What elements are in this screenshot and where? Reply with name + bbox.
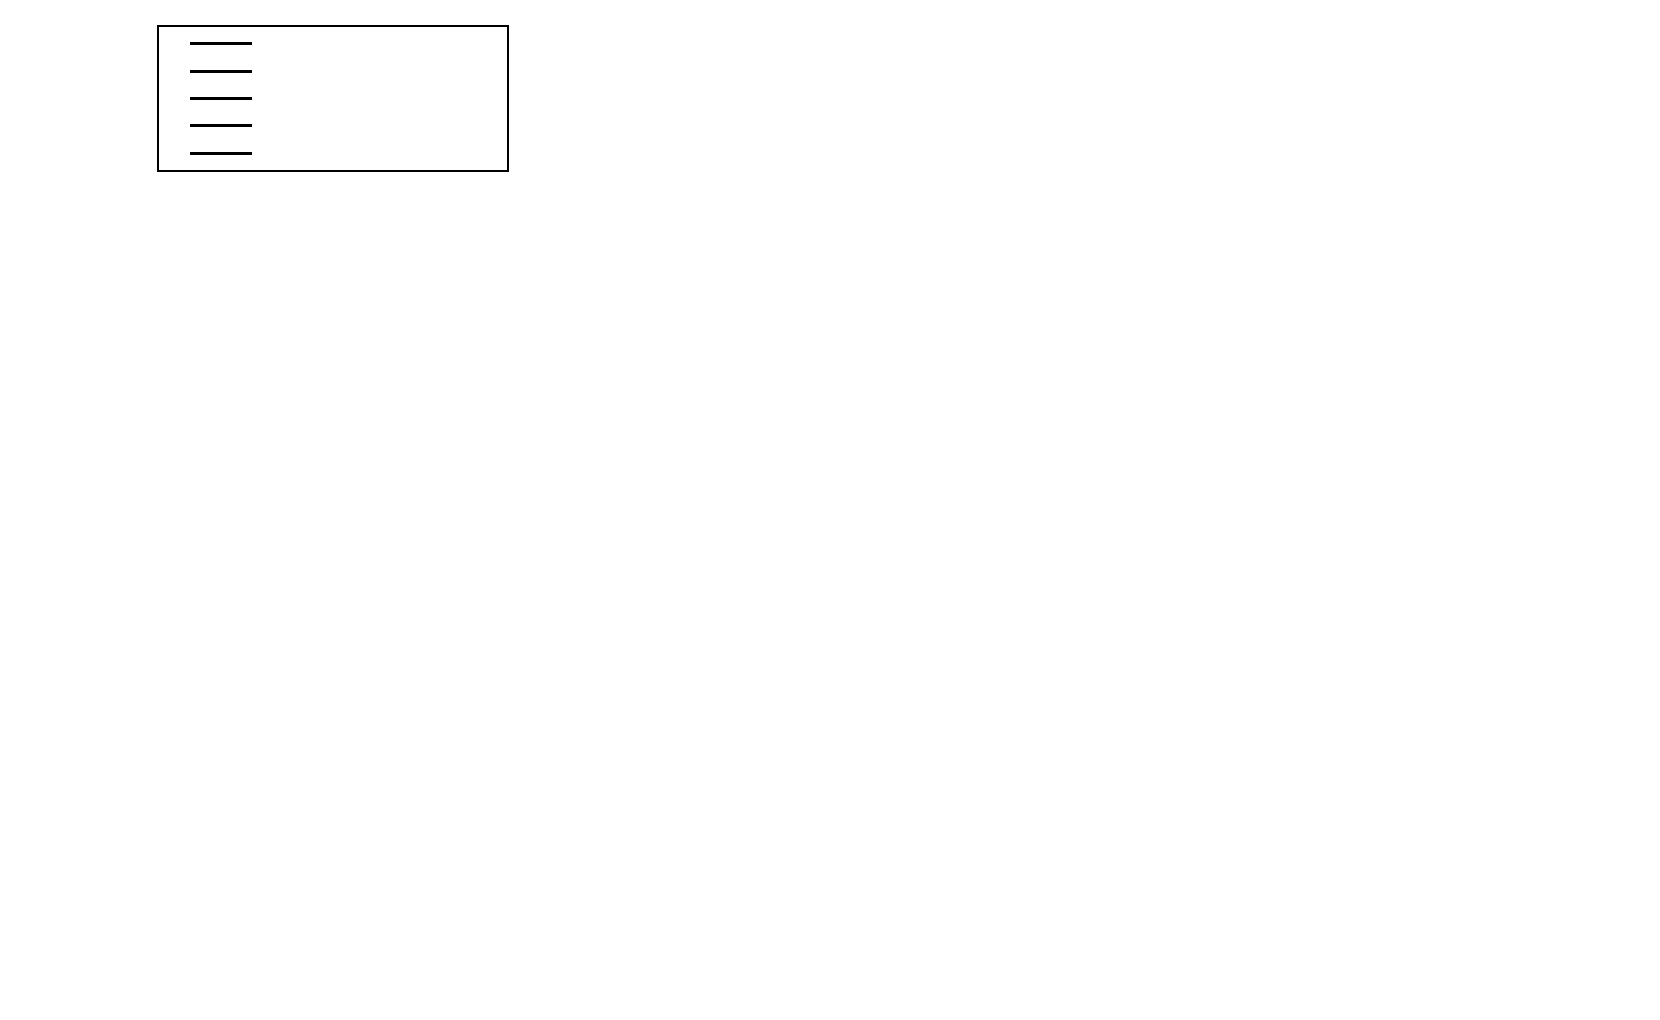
legend-item-band-passed (159, 58, 507, 85)
legend-item-pressure (159, 30, 507, 57)
last-10-min-line-swatch (190, 124, 252, 128)
legend-item-theor-tide (159, 140, 507, 167)
legend-item-last-10-min (159, 112, 507, 139)
band-passed-line-swatch (190, 69, 252, 73)
legend-item-residual (159, 85, 507, 112)
residual-line-swatch (190, 96, 252, 100)
theor-tide-line-swatch (190, 151, 252, 155)
legend (157, 25, 509, 172)
pressure-line-swatch (190, 42, 252, 46)
